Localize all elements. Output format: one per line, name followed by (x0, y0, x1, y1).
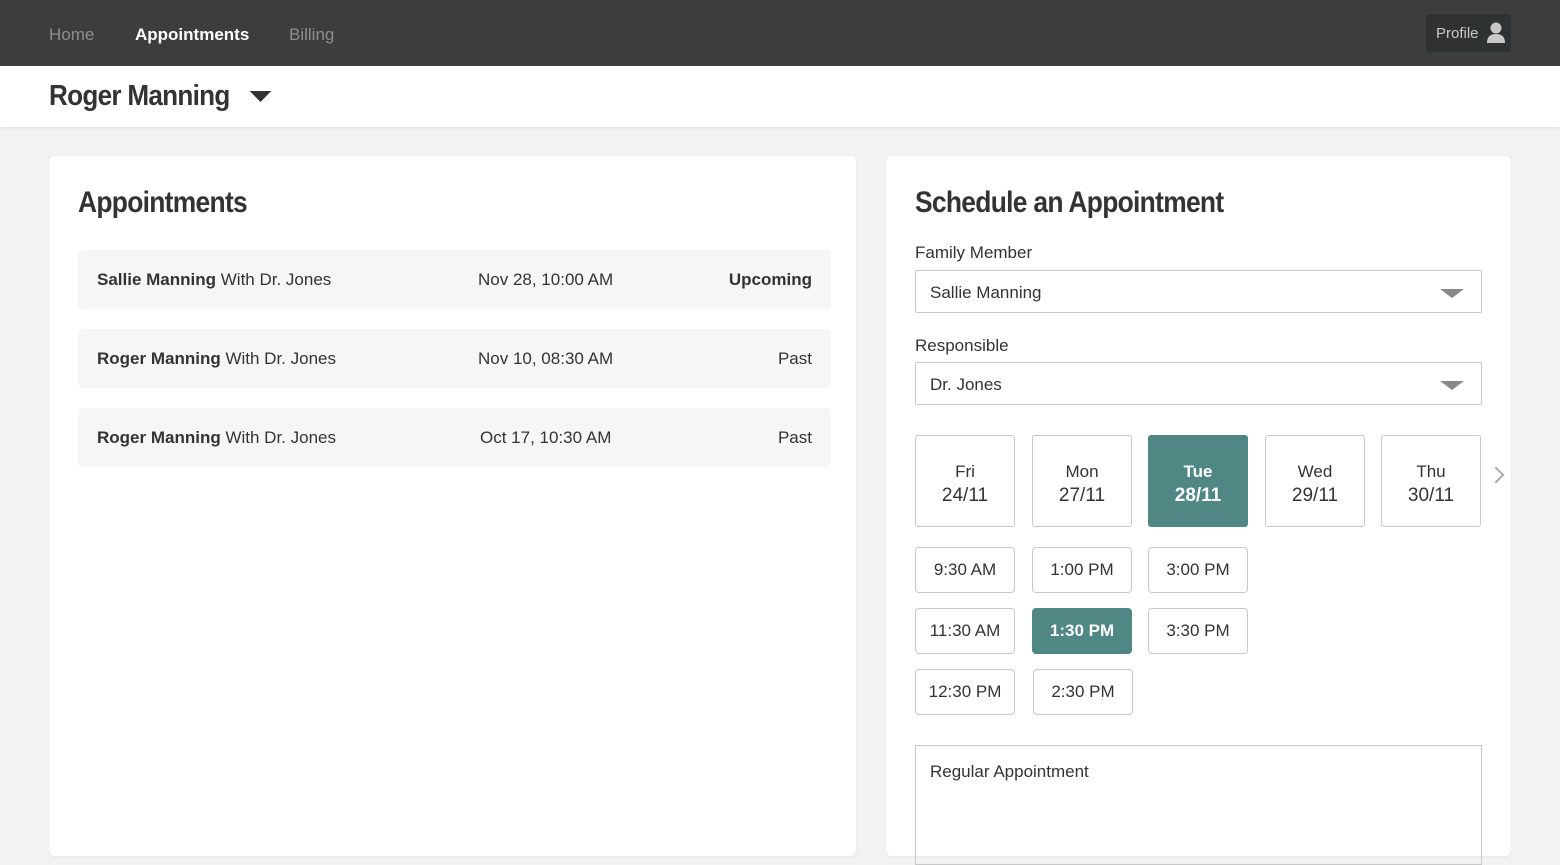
profile-button[interactable]: Profile (1426, 14, 1511, 52)
time-slot[interactable]: 3:00 PM (1148, 547, 1248, 593)
responsible-label: Responsible (915, 336, 1009, 355)
status-badge: Upcoming (728, 270, 812, 289)
chevron-right-icon[interactable] (1487, 466, 1505, 484)
appointments-title: Appointments (78, 186, 248, 219)
time-slot[interactable]: 2:30 PM (1033, 669, 1133, 715)
appointments-card: Appointments Sallie Manning With Dr. Jon… (49, 156, 856, 856)
nav-home[interactable]: Home (49, 25, 95, 44)
profile-label: Profile (1436, 24, 1479, 42)
appointment-row[interactable]: Roger Manning With Dr. Jones Oct 17, 10:… (78, 408, 831, 467)
chevron-down-icon (1440, 381, 1464, 390)
family-member-label: Family Member (915, 243, 1033, 262)
day-fri[interactable]: Fri 24/11 (915, 435, 1015, 527)
appointment-row[interactable]: Roger Manning With Dr. Jones Nov 10, 08:… (78, 329, 831, 388)
time-slot[interactable]: 3:30 PM (1148, 608, 1248, 654)
top-nav-bar: Home Appointments Billing Profile (0, 0, 1560, 66)
schedule-card: Schedule an Appointment Family Member Sa… (886, 156, 1511, 865)
responsible-select[interactable]: Dr. Jones (915, 362, 1482, 405)
appointment-date: Nov 28, 10:00 AM (478, 270, 614, 289)
nav-billing[interactable]: Billing (289, 25, 335, 44)
appointment-who: Roger Manning With Dr. Jones (97, 349, 336, 368)
time-slot[interactable]: 1:00 PM (1032, 547, 1132, 593)
family-member-select[interactable]: Sallie Manning (915, 270, 1482, 313)
caret-down-icon (249, 91, 271, 102)
patient-name: Roger Manning (49, 80, 230, 112)
schedule-title: Schedule an Appointment (915, 186, 1224, 219)
day-mon[interactable]: Mon 27/11 (1032, 435, 1132, 527)
day-tue-selected[interactable]: Tue 28/11 (1148, 435, 1248, 527)
patient-header: Roger Manning (0, 66, 1560, 127)
time-slot[interactable]: 12:30 PM (915, 669, 1015, 715)
time-slot[interactable]: 9:30 AM (915, 547, 1015, 593)
status-badge: Past (777, 428, 812, 447)
chevron-down-icon (1440, 289, 1464, 298)
appointment-who: Roger Manning With Dr. Jones (97, 428, 336, 447)
appointment-who: Sallie Manning With Dr. Jones (97, 270, 332, 289)
appointment-date: Oct 17, 10:30 AM (480, 428, 612, 447)
patient-selector[interactable]: Roger Manning (49, 80, 271, 113)
status-badge: Past (777, 349, 812, 368)
time-slot-selected[interactable]: 1:30 PM (1032, 608, 1132, 654)
appointment-type-textarea[interactable]: Regular Appointment (915, 745, 1482, 865)
day-wed[interactable]: Wed 29/11 (1265, 435, 1365, 527)
appointment-row[interactable]: Sallie Manning With Dr. Jones Nov 28, 10… (78, 250, 831, 309)
day-thu[interactable]: Thu 30/11 (1381, 435, 1481, 527)
time-slot[interactable]: 11:30 AM (915, 608, 1015, 654)
nav-appointments[interactable]: Appointments (135, 25, 250, 44)
user-icon (1486, 22, 1505, 43)
appointment-date: Nov 10, 08:30 AM (478, 349, 614, 368)
